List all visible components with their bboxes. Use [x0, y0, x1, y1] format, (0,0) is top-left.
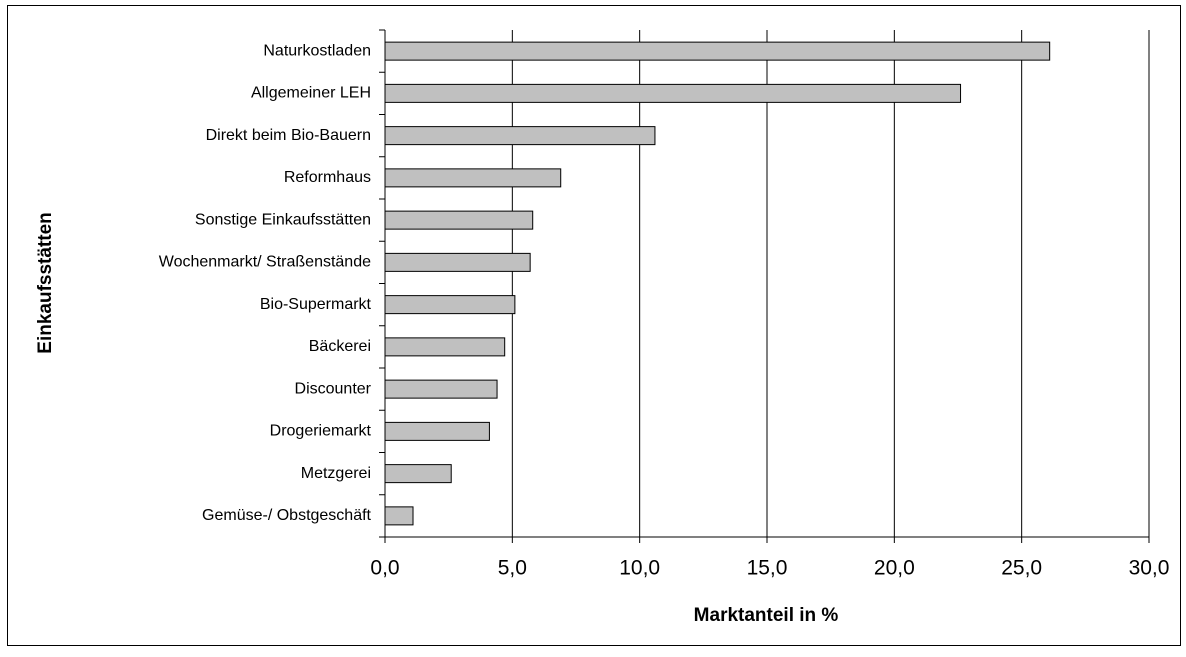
- bar: [384, 295, 516, 315]
- bar: [384, 41, 1051, 61]
- y-tick-label: Reformhaus: [284, 169, 371, 186]
- bar: [384, 252, 531, 272]
- bar: [384, 379, 498, 399]
- x-tick-label: 5,0: [498, 557, 527, 580]
- x-tick-label: 25,0: [1001, 557, 1042, 580]
- x-tick-label: 0,0: [370, 557, 399, 580]
- y-tick-label: Naturkostladen: [263, 42, 371, 59]
- y-tick-label: Direkt beim Bio-Bauern: [206, 127, 371, 144]
- y-tick-label: Metzgerei: [301, 465, 371, 482]
- x-tick-label: 15,0: [747, 557, 788, 580]
- bar: [384, 337, 506, 357]
- x-tick-label: 10,0: [619, 557, 660, 580]
- y-tick-label: Drogeriemarkt: [270, 423, 372, 440]
- bar: [384, 464, 452, 484]
- bar: [384, 421, 490, 441]
- x-tick-label: 30,0: [1129, 557, 1170, 580]
- bar: [384, 126, 656, 146]
- bar: [384, 168, 562, 188]
- bar: [384, 83, 962, 103]
- y-tick-label: Wochenmarkt/ Straßenstände: [159, 254, 371, 271]
- y-tick-label: Gemüse-/ Obstgeschäft: [202, 507, 372, 524]
- x-tick-label: 20,0: [874, 557, 915, 580]
- y-tick-label: Allgemeiner LEH: [251, 85, 371, 102]
- y-tick-label: Bäckerei: [309, 338, 371, 355]
- y-tick-label: Sonstige Einkaufsstätten: [195, 211, 371, 228]
- bar: [384, 210, 534, 230]
- y-tick-label: Bio-Supermarkt: [260, 296, 372, 313]
- bar: [384, 506, 414, 526]
- chart-frame: [7, 5, 1181, 646]
- y-tick-label: Discounter: [295, 380, 372, 397]
- y-axis-label: Einkaufsstätten: [35, 212, 56, 353]
- x-axis-label: Marktanteil in %: [694, 605, 839, 626]
